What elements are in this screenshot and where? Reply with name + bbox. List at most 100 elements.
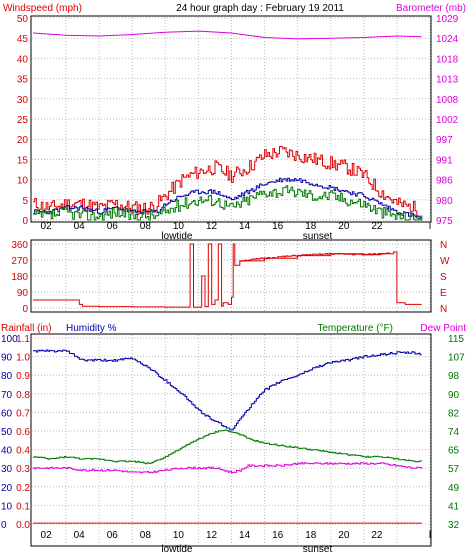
humidity-tick-label: 0 bbox=[1, 520, 7, 531]
barometer-tick-label: 997 bbox=[436, 135, 453, 146]
x-tick-label-p1: 02 bbox=[41, 221, 53, 232]
x-annotation-sunset: sunset bbox=[303, 544, 333, 555]
rainfall-tick-label: 0.2 bbox=[16, 483, 30, 494]
x-tick-label-p1: 10 bbox=[173, 221, 185, 232]
barometer-axis-label: Barometer (mb) bbox=[396, 3, 466, 14]
x-tick-label-p1: 18 bbox=[305, 221, 317, 232]
temperature-tick-label: 90 bbox=[448, 390, 460, 401]
x-tick-label-p3: 08 bbox=[140, 530, 152, 541]
chart-title: 24 hour graph day : February 19 2011 bbox=[176, 3, 344, 14]
compass-tick-label: E bbox=[440, 288, 447, 299]
x-tick-label-p1: 20 bbox=[338, 221, 350, 232]
rainfall-tick-label: 0.9 bbox=[16, 371, 30, 382]
x-tick-label-p1: 12 bbox=[206, 221, 218, 232]
low-line bbox=[33, 185, 423, 221]
barometer-tick-label: 1029 bbox=[436, 14, 459, 25]
direction-tick-label: 180 bbox=[11, 272, 28, 283]
x-tick-label-p1: 16 bbox=[272, 221, 284, 232]
direction-tick-label: 360 bbox=[11, 240, 28, 251]
rainfall-tick-label: 1.0 bbox=[16, 353, 30, 364]
temperature-tick-label: 49 bbox=[448, 483, 460, 494]
x-tick-label-p1: l bbox=[429, 221, 431, 232]
direction-tick-label: 270 bbox=[11, 256, 28, 267]
temperature-tick-label: 74 bbox=[448, 427, 460, 438]
direction-line-detail bbox=[239, 252, 391, 262]
temperature-tick-label: 57 bbox=[448, 464, 460, 475]
humidity-tick-label: 100 bbox=[1, 334, 18, 345]
humidity-tick-label: 40 bbox=[1, 446, 13, 457]
windspeed-axis-label: Windspeed (mph) bbox=[3, 3, 82, 14]
windspeed-tick-label: 30 bbox=[17, 95, 29, 106]
dewpoint-axis-label: Dew Point bbox=[420, 323, 466, 334]
rainfall-tick-label: 0.3 bbox=[16, 464, 30, 475]
barometer-tick-label: 1024 bbox=[436, 34, 459, 45]
windspeed-tick-label: 10 bbox=[17, 176, 29, 187]
dewpoint-line bbox=[33, 462, 423, 474]
barometer-tick-label: 1013 bbox=[436, 75, 459, 86]
x-tick-label-p3: 12 bbox=[206, 530, 218, 541]
x-tick-label-p3: 02 bbox=[41, 530, 53, 541]
x-tick-label-p3: 10 bbox=[173, 530, 185, 541]
humidity-tick-label: 60 bbox=[1, 408, 13, 419]
x-tick-label-p3: 14 bbox=[239, 530, 251, 541]
x-tick-label-p3: l bbox=[429, 530, 431, 541]
rainfall-tick-label: 0.4 bbox=[16, 446, 30, 457]
x-tick-label-p3: 06 bbox=[107, 530, 119, 541]
humidity-tick-label: 70 bbox=[1, 390, 13, 401]
rainfall-tick-label: 0.8 bbox=[16, 390, 30, 401]
x-tick-label-p1: 04 bbox=[74, 221, 86, 232]
windspeed-tick-label: 40 bbox=[17, 54, 29, 65]
gust-line bbox=[33, 145, 422, 221]
x-annotation-lowtide: lowtide bbox=[161, 544, 193, 555]
temperature-tick-label: 98 bbox=[448, 371, 460, 382]
humidity-tick-label: 20 bbox=[1, 483, 13, 494]
x-tick-label-p3: 18 bbox=[305, 530, 317, 541]
humidity-tick-label: 50 bbox=[1, 427, 13, 438]
x-tick-label-p1: 14 bbox=[239, 221, 251, 232]
x-tick-label-p3: 22 bbox=[371, 530, 383, 541]
x-tick-label-p1: 22 bbox=[371, 221, 383, 232]
temperature-tick-label: 107 bbox=[448, 353, 465, 364]
temperature-line bbox=[33, 429, 423, 465]
compass-tick-label: W bbox=[440, 256, 450, 267]
barometer-tick-label: 1018 bbox=[436, 54, 459, 65]
compass-tick-label: S bbox=[440, 272, 447, 283]
x-annotation-sunset: sunset bbox=[303, 231, 333, 242]
barometer-line bbox=[32, 30, 422, 40]
temperature-axis-label: Temperature (°F) bbox=[317, 323, 393, 334]
humidity-tick-label: 30 bbox=[1, 464, 13, 475]
windspeed-tick-label: 5 bbox=[22, 196, 28, 207]
windspeed-tick-label: 45 bbox=[17, 34, 29, 45]
windspeed-tick-label: 35 bbox=[17, 75, 29, 86]
temperature-tick-label: 65 bbox=[448, 446, 460, 457]
compass-tick-label: N bbox=[440, 304, 447, 315]
windspeed-tick-label: 25 bbox=[17, 115, 29, 126]
temperature-tick-label: 115 bbox=[448, 334, 464, 345]
temperature-tick-label: 41 bbox=[448, 501, 460, 512]
rainfall-tick-label: 1.1 bbox=[16, 334, 30, 345]
windspeed-tick-label: 0 bbox=[22, 216, 28, 227]
barometer-tick-label: 991 bbox=[436, 155, 453, 166]
humidity-tick-label: 80 bbox=[1, 371, 13, 382]
rainfall-tick-label: 0.7 bbox=[16, 408, 30, 419]
x-tick-label-p3: 04 bbox=[74, 530, 86, 541]
direction-tick-label: 0 bbox=[22, 304, 28, 315]
compass-tick-label: N bbox=[440, 240, 447, 251]
windspeed-tick-label: 15 bbox=[17, 155, 29, 166]
x-tick-label-p3: 20 bbox=[338, 530, 350, 541]
x-tick-label-p1: 06 bbox=[107, 221, 119, 232]
temperature-tick-label: 32 bbox=[448, 520, 460, 531]
barometer-tick-label: 980 bbox=[436, 196, 453, 207]
humidity-line bbox=[33, 349, 422, 431]
windspeed-tick-label: 50 bbox=[17, 14, 29, 25]
x-tick-label-p1: 08 bbox=[140, 221, 152, 232]
x-tick-label-p3: 16 bbox=[272, 530, 284, 541]
rainfall-axis-label: Rainfall (in) bbox=[1, 323, 52, 334]
avg-line bbox=[33, 177, 423, 219]
temperature-tick-label: 82 bbox=[448, 408, 460, 419]
barometer-tick-label: 1002 bbox=[436, 115, 459, 126]
barometer-tick-label: 1008 bbox=[436, 95, 459, 106]
humidity-tick-label: 10 bbox=[1, 501, 13, 512]
direction-tick-label: 90 bbox=[17, 288, 29, 299]
